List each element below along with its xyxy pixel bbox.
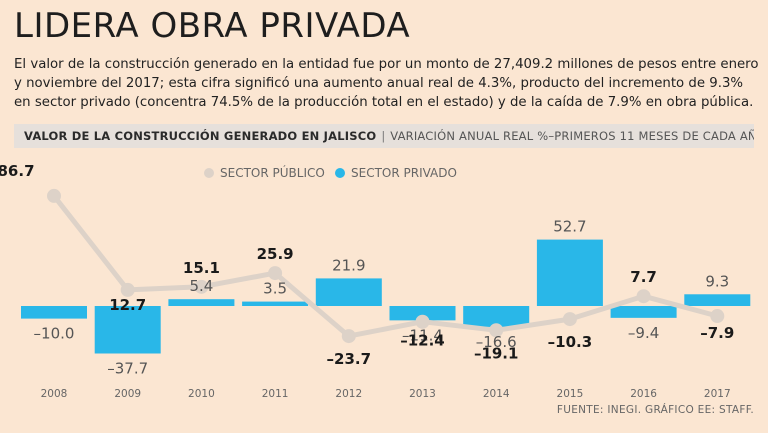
line-publico (52, 194, 718, 339)
data-label-publico: –12.4 (400, 332, 445, 350)
data-label-privado: –16.6 (476, 333, 517, 351)
x-tick-label: 2010 (188, 388, 215, 400)
data-label-publico: 7.7 (630, 268, 657, 286)
chart-title-band: VALOR DE LA CONSTRUCCIÓN GENERADO EN JAL… (14, 124, 754, 148)
chart-subtitle: VARIACIÓN ANUAL REAL %–PRIMEROS 11 MESES… (390, 129, 754, 143)
page-title: LIDERA OBRA PRIVADA (14, 6, 411, 46)
intro-paragraph: El valor de la construcción generado en … (14, 57, 759, 110)
data-label-privado: –37.7 (107, 360, 148, 378)
x-tick-label: 2009 (114, 388, 141, 400)
data-label-privado: 5.4 (189, 277, 213, 295)
x-tick-label: 2017 (704, 388, 731, 400)
data-label-publico: 25.9 (257, 245, 294, 263)
point-publico (636, 289, 651, 304)
data-label-publico: 86.7 (0, 162, 35, 180)
data-label-privado: 52.7 (553, 218, 586, 236)
data-label-publico: 15.1 (183, 259, 220, 277)
x-tick-label: 2013 (409, 388, 436, 400)
data-label-privado: 21.9 (332, 256, 365, 274)
data-label-publico: 12.7 (109, 296, 146, 314)
legend-marker-publico (204, 168, 214, 178)
point-publico (47, 188, 61, 203)
bar-privado (684, 294, 751, 306)
x-tick-label: 2012 (335, 388, 362, 400)
point-publico (120, 282, 135, 297)
point-publico (710, 309, 725, 324)
title-separator: | (381, 129, 386, 143)
bar-privado (463, 306, 530, 327)
point-publico (415, 314, 430, 329)
legend-label-privado: SECTOR PRIVADO (351, 166, 457, 180)
bar-privado (21, 306, 87, 319)
data-label-publico: –19.1 (474, 344, 519, 362)
x-tick-label: 2008 (41, 388, 68, 400)
data-label-privado: 3.5 (263, 280, 287, 298)
x-tick-label: 2014 (483, 388, 510, 400)
data-label-privado: –9.4 (628, 324, 659, 342)
chart-title: VALOR DE LA CONSTRUCCIÓN GENERADO EN JAL… (24, 129, 377, 143)
bar-privado (610, 306, 677, 318)
point-publico (489, 323, 504, 338)
bar-privado (168, 299, 235, 306)
data-label-privado: –10.0 (34, 325, 75, 343)
x-tick-label: 2011 (262, 388, 289, 400)
chart: SECTOR PÚBLICO SECTOR PRIVADO –10.0 –37.7 5.… (0, 162, 751, 400)
point-publico (194, 279, 209, 294)
x-tick-label: 2015 (557, 388, 584, 400)
legend-label-publico: SECTOR PÚBLICO (220, 165, 325, 180)
bar-privado (389, 306, 456, 321)
source-credit: FUENTE: INEGI. GRÁFICO EE: STAFF. (556, 404, 754, 416)
data-label-privado: 9.3 (705, 272, 729, 290)
x-tick-label: 2016 (630, 388, 657, 400)
data-label-privado: –11.4 (402, 326, 443, 344)
bar-privado (315, 278, 382, 306)
bar-privado (242, 301, 309, 306)
data-label-publico: –23.7 (327, 350, 372, 368)
point-publico (268, 266, 283, 281)
bar-privado (536, 239, 603, 306)
data-label-publico: –7.9 (700, 324, 734, 342)
bar-privado (94, 306, 161, 354)
data-label-publico: –10.3 (548, 333, 593, 351)
point-publico (562, 312, 577, 327)
point-publico (341, 329, 356, 344)
legend-marker-privado (335, 168, 345, 178)
